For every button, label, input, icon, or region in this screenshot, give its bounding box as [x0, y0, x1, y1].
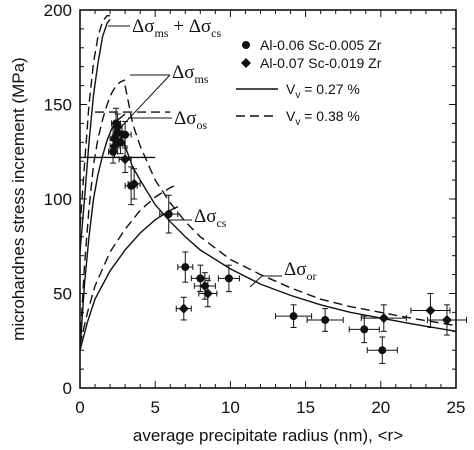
annotation-leader — [249, 275, 263, 288]
data-point-diamond — [199, 280, 210, 291]
data-point-circle — [181, 263, 190, 272]
data-point-circle — [378, 346, 387, 355]
data-point-diamond — [378, 313, 389, 324]
curve-solid — [80, 18, 111, 252]
curve-dashed — [80, 183, 179, 345]
y-tick-label: 200 — [44, 1, 72, 20]
legend-circle-marker — [242, 41, 250, 49]
data-point-diamond — [202, 288, 213, 299]
y-tick-labels: 0 50 100 150 200 — [44, 1, 72, 398]
plot-frame — [79, 9, 457, 389]
curve-dashed — [80, 15, 111, 228]
annotation-leader — [119, 74, 171, 129]
y-tick-label: 150 — [44, 96, 72, 115]
curve-solid — [116, 126, 456, 332]
x-tick-label: 25 — [447, 398, 466, 417]
x-tick-label: 0 — [75, 398, 84, 417]
model-curves — [80, 15, 456, 351]
x-tick-labels: 0 5 10 15 20 25 — [75, 398, 465, 417]
legend-label-dashed: Vv = 0.38 % — [286, 108, 360, 128]
curve-dashed — [80, 79, 126, 345]
curve-dashed — [124, 85, 456, 327]
data-point-diamond — [425, 305, 436, 316]
annotation-os: Δσos — [174, 108, 207, 132]
y-tick-label: 50 — [53, 285, 72, 304]
x-tick-label: 20 — [371, 398, 390, 417]
data-point-diamond — [112, 122, 123, 133]
data-point-circle — [360, 325, 369, 334]
x-tick-label: 10 — [221, 398, 240, 417]
x-tick-label: 15 — [296, 398, 315, 417]
annotation-ms: Δσms — [172, 62, 209, 86]
data-point-circle — [164, 210, 173, 219]
x-tick-label: 5 — [150, 398, 159, 417]
data-point-diamond — [109, 141, 120, 152]
x-axis-title: average precipitate radius (nm), <r> — [133, 426, 403, 445]
data-point-diamond — [120, 154, 131, 165]
data-points — [108, 107, 468, 364]
data-point-circle — [224, 274, 233, 283]
y-tick-label: 100 — [44, 190, 72, 209]
annotation-cs: Δσcs — [194, 206, 227, 230]
data-point-diamond — [129, 178, 140, 189]
data-point-circle — [196, 274, 205, 283]
data-point-diamond — [178, 303, 189, 314]
y-axis-title: microhardnes stress increment (MPa) — [9, 57, 28, 340]
legend-label-solid: Vv = 0.27 % — [286, 81, 360, 101]
y-tick-label: 0 — [63, 379, 72, 398]
legend-label-circle: Al-0.06 Sc-0.005 Zr — [260, 37, 382, 53]
curve-solid — [80, 205, 179, 351]
data-point-diamond — [441, 314, 452, 325]
annotation-ms-plus-cs: Δσms + Δσcs — [132, 16, 221, 40]
legend-label-diamond: Al-0.07 Sc-0.019 Zr — [260, 55, 382, 71]
data-point-circle — [121, 130, 130, 139]
annotations: Δσms + Δσcs Δσms Δσos Δσcs Δσor — [108, 16, 316, 288]
data-point-circle — [321, 315, 330, 324]
annotation-or: Δσor — [284, 259, 316, 283]
data-point-circle — [289, 312, 298, 321]
legend-diamond-marker — [241, 58, 251, 68]
legend: Al-0.06 Sc-0.005 Zr Al-0.07 Sc-0.019 Zr … — [232, 32, 444, 132]
